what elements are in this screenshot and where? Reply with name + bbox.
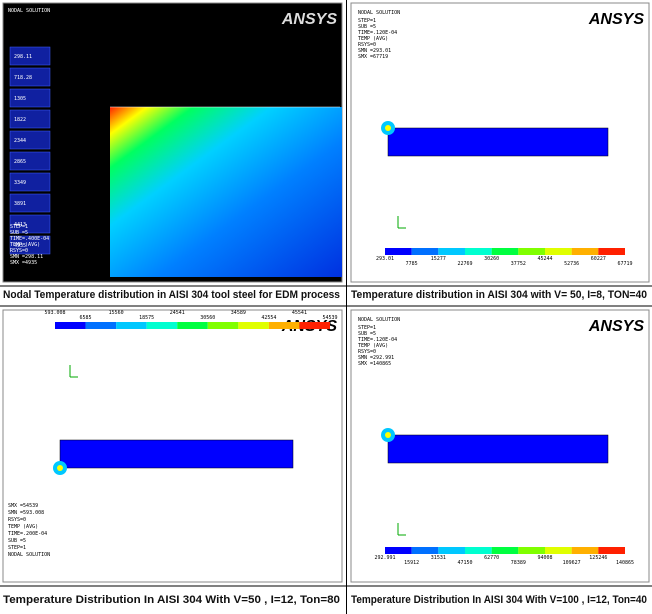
color-swatch: [385, 547, 412, 554]
color-swatch: [208, 322, 239, 329]
figure: Nodal Temperature distribution in AISI 3…: [0, 0, 652, 614]
color-swatch: [55, 322, 86, 329]
hot-spot: [57, 465, 63, 471]
legend-label: 31531: [431, 555, 446, 561]
info-line: SMN =593.008: [8, 510, 44, 516]
legend-label: 60227: [591, 256, 606, 262]
info-line: SMX =4935: [10, 260, 37, 266]
legend-label: 67719: [617, 261, 632, 267]
info-line: SMX =54539: [8, 503, 38, 509]
legend-label: 3349: [14, 180, 26, 186]
plot-title: NODAL SOLUTION: [8, 552, 50, 558]
workpiece: [60, 440, 293, 468]
caption: Nodal Temperature distribution in AISI 3…: [3, 289, 340, 301]
legend-label: 293.01: [376, 256, 394, 262]
color-swatch: [412, 547, 439, 554]
legend-label: 1822: [14, 117, 26, 123]
plot-title: NODAL SOLUTION: [8, 8, 50, 14]
color-swatch: [492, 248, 519, 255]
color-swatch: [572, 248, 599, 255]
plot-title: NODAL SOLUTION: [358, 10, 400, 16]
legend-label: 125246: [589, 555, 607, 561]
legend-label: 42554: [261, 315, 276, 321]
legend-label: 1305: [14, 96, 26, 102]
legend-label: 24541: [170, 310, 185, 316]
legend-label: 109627: [563, 560, 581, 566]
legend-label: 54539: [322, 315, 337, 321]
color-swatch: [518, 547, 545, 554]
color-swatch: [465, 248, 492, 255]
legend-label: 2344: [14, 138, 26, 144]
color-swatch: [518, 248, 545, 255]
legend-label: 15277: [431, 256, 446, 262]
legend-label: 298.11: [14, 54, 32, 60]
color-swatch: [465, 547, 492, 554]
legend-label: 292.991: [374, 555, 395, 561]
legend-label: 140865: [616, 560, 634, 566]
logo: ANSYS: [588, 11, 644, 28]
color-swatch: [116, 322, 147, 329]
logo: ANSYS: [588, 318, 644, 335]
color-swatch: [492, 547, 519, 554]
legend-label: 78389: [511, 560, 526, 566]
color-swatch: [438, 248, 465, 255]
info-line: TIME=.200E-04: [8, 531, 47, 537]
legend-label: 718.28: [14, 75, 32, 81]
legend-label: 47150: [457, 560, 472, 566]
color-swatch: [238, 322, 269, 329]
color-swatch: [385, 248, 412, 255]
plot-title: NODAL SOLUTION: [358, 317, 400, 323]
legend-label: 6585: [80, 315, 92, 321]
color-swatch: [545, 248, 572, 255]
legend-label: 30260: [484, 256, 499, 262]
caption: Temperature Distribution In AISI 304 Wit…: [3, 594, 340, 606]
info-line: TEMP (AVG): [8, 524, 38, 530]
legend-label: 7785: [406, 261, 418, 267]
workpiece: [388, 128, 608, 156]
contour: [110, 107, 342, 277]
color-swatch: [269, 322, 300, 329]
info-line: SMX =67719: [358, 54, 388, 60]
info-line: SUB =5: [8, 538, 26, 544]
caption: Temperature distribution in AISI 304 wit…: [351, 289, 647, 301]
color-swatch: [545, 547, 572, 554]
legend-label: 15912: [404, 560, 419, 566]
legend-label: 15560: [109, 310, 124, 316]
legend-label: 34589: [231, 310, 246, 316]
color-swatch: [438, 547, 465, 554]
legend-label: 2865: [14, 159, 26, 165]
color-swatch: [598, 547, 625, 554]
info-line: SMX =140865: [358, 361, 391, 367]
logo: ANSYS: [281, 11, 337, 28]
hot-spot: [385, 432, 391, 438]
legend-label: 593.008: [44, 310, 65, 316]
color-swatch: [147, 322, 178, 329]
color-swatch: [177, 322, 208, 329]
color-swatch: [572, 547, 599, 554]
legend-label: 62770: [484, 555, 499, 561]
info-line: STEP=1: [8, 545, 26, 551]
color-swatch: [86, 322, 117, 329]
legend-label: 18575: [139, 315, 154, 321]
legend-label: 37752: [511, 261, 526, 267]
info-line: RSYS=0: [8, 517, 26, 523]
legend-label: 52736: [564, 261, 579, 267]
legend-label: 45541: [292, 310, 307, 316]
hot-spot: [385, 125, 391, 131]
legend-label: 94008: [537, 555, 552, 561]
caption: Temperature Distribution In AISI 304 Wit…: [351, 594, 647, 606]
legend-label: 22769: [457, 261, 472, 267]
legend-label: 3891: [14, 201, 26, 207]
legend-label: 45244: [537, 256, 552, 262]
legend-label: 30560: [200, 315, 215, 321]
workpiece: [388, 435, 608, 463]
color-swatch: [412, 248, 439, 255]
color-swatch: [299, 322, 330, 329]
color-swatch: [598, 248, 625, 255]
